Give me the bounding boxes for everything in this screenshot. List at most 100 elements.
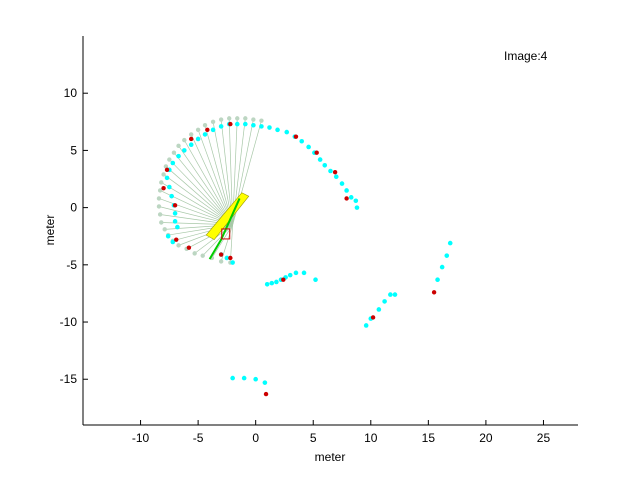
scan-point: [162, 227, 167, 232]
landmark-point: [262, 380, 268, 385]
x-tick-label: 20: [479, 431, 493, 445]
x-tick-label: 10: [364, 431, 378, 445]
y-tick-label: -15: [60, 372, 78, 386]
landmark-point: [165, 233, 171, 239]
landmark-point: [241, 375, 247, 381]
image-annotation: Image:4: [504, 49, 548, 63]
landmark-point: [264, 281, 270, 287]
y-tick-label: 5: [70, 143, 77, 157]
feature-point: [189, 136, 194, 142]
landmark-point: [218, 124, 224, 129]
landmark-point: [176, 153, 181, 159]
scan-point: [200, 253, 205, 258]
scan-point: [243, 116, 248, 121]
scan-point: [218, 259, 224, 264]
landmark-point: [224, 255, 230, 261]
x-tick-label: 25: [537, 431, 551, 445]
y-tick-label: 10: [64, 86, 78, 100]
feature-points: [161, 121, 437, 397]
feature-point: [218, 252, 224, 257]
feature-point: [172, 203, 178, 208]
x-axis-label: meter: [315, 450, 346, 464]
feature-point: [205, 127, 210, 133]
scan-point: [156, 204, 162, 209]
y-axis-label: meter: [43, 215, 57, 246]
landmark-point: [175, 224, 180, 230]
scan-point: [159, 180, 164, 185]
scan-ray: [163, 174, 233, 226]
scan-point: [192, 251, 197, 256]
landmark-point: [313, 277, 318, 282]
robot-marker: [221, 228, 231, 240]
landmark-point: [392, 292, 398, 297]
x-tick-label: -10: [132, 431, 150, 445]
landmark-point: [322, 162, 328, 168]
x-ticks: -10 -5 0 5 10 15 20 25: [132, 420, 551, 445]
scan-ray: [173, 152, 233, 226]
landmark-point: [230, 260, 235, 265]
landmark-point: [388, 292, 393, 297]
scan-point: [195, 127, 201, 133]
landmark-point: [382, 299, 387, 304]
landmark-point: [301, 270, 307, 276]
feature-point: [186, 245, 192, 250]
landmark-point: [170, 160, 176, 166]
scan-point: [159, 220, 164, 225]
axes: [82, 36, 578, 426]
feature-point: [263, 391, 269, 397]
scan-point: [163, 164, 169, 169]
scan-point: [156, 196, 162, 201]
scan-point: [251, 117, 256, 122]
scan-point: [210, 119, 216, 125]
landmark-point: [169, 193, 174, 199]
landmark-point: [269, 280, 275, 286]
landmark-point: [170, 239, 176, 245]
scan-ray: [204, 125, 233, 225]
landmark-point: [234, 121, 240, 127]
y-ticks: -15 -10 -5 0 5 10: [60, 86, 88, 386]
landmark-point: [435, 277, 440, 282]
scan-point: [235, 116, 240, 121]
landmark-points: [164, 121, 453, 385]
landmark-point: [275, 127, 280, 133]
scan-ray: [211, 224, 233, 259]
landmark-point: [376, 307, 382, 312]
landmark-point: [444, 253, 450, 258]
scan-point: [259, 118, 264, 123]
landmark-point: [210, 127, 216, 133]
landmark-point: [202, 132, 208, 137]
robot-group: [205, 192, 250, 260]
scan-point: [167, 157, 172, 162]
feature-point: [161, 185, 166, 191]
feature-point: [174, 237, 179, 242]
y-tick-label: -5: [66, 258, 77, 272]
scan-point: [226, 116, 232, 121]
scan-point: [157, 212, 163, 217]
scan-point: [182, 137, 187, 143]
x-tick-label: -5: [193, 431, 204, 445]
x-tick-label: 0: [252, 431, 259, 445]
scan-ray: [169, 159, 233, 226]
landmark-point: [251, 122, 256, 128]
feature-point: [293, 134, 299, 139]
feature-point: [164, 167, 170, 173]
scan-ray: [178, 145, 233, 225]
landmark-point: [172, 211, 178, 216]
landmark-point: [182, 148, 187, 153]
scan-point: [189, 132, 194, 137]
scan-ray: [190, 134, 233, 225]
landmark-point: [317, 157, 323, 162]
landmark-point: [354, 205, 360, 210]
scan-point: [157, 188, 163, 193]
scan-ray: [202, 224, 233, 256]
scan-point: [218, 117, 224, 122]
x-tick-label: 15: [422, 431, 436, 445]
landmark-point: [339, 181, 345, 186]
landmark-point: [328, 168, 333, 174]
landmark-point: [344, 188, 349, 193]
landmark-point: [164, 175, 170, 181]
landmark-point: [348, 195, 354, 200]
scan-ray: [197, 129, 233, 225]
landmark-point: [287, 272, 293, 278]
